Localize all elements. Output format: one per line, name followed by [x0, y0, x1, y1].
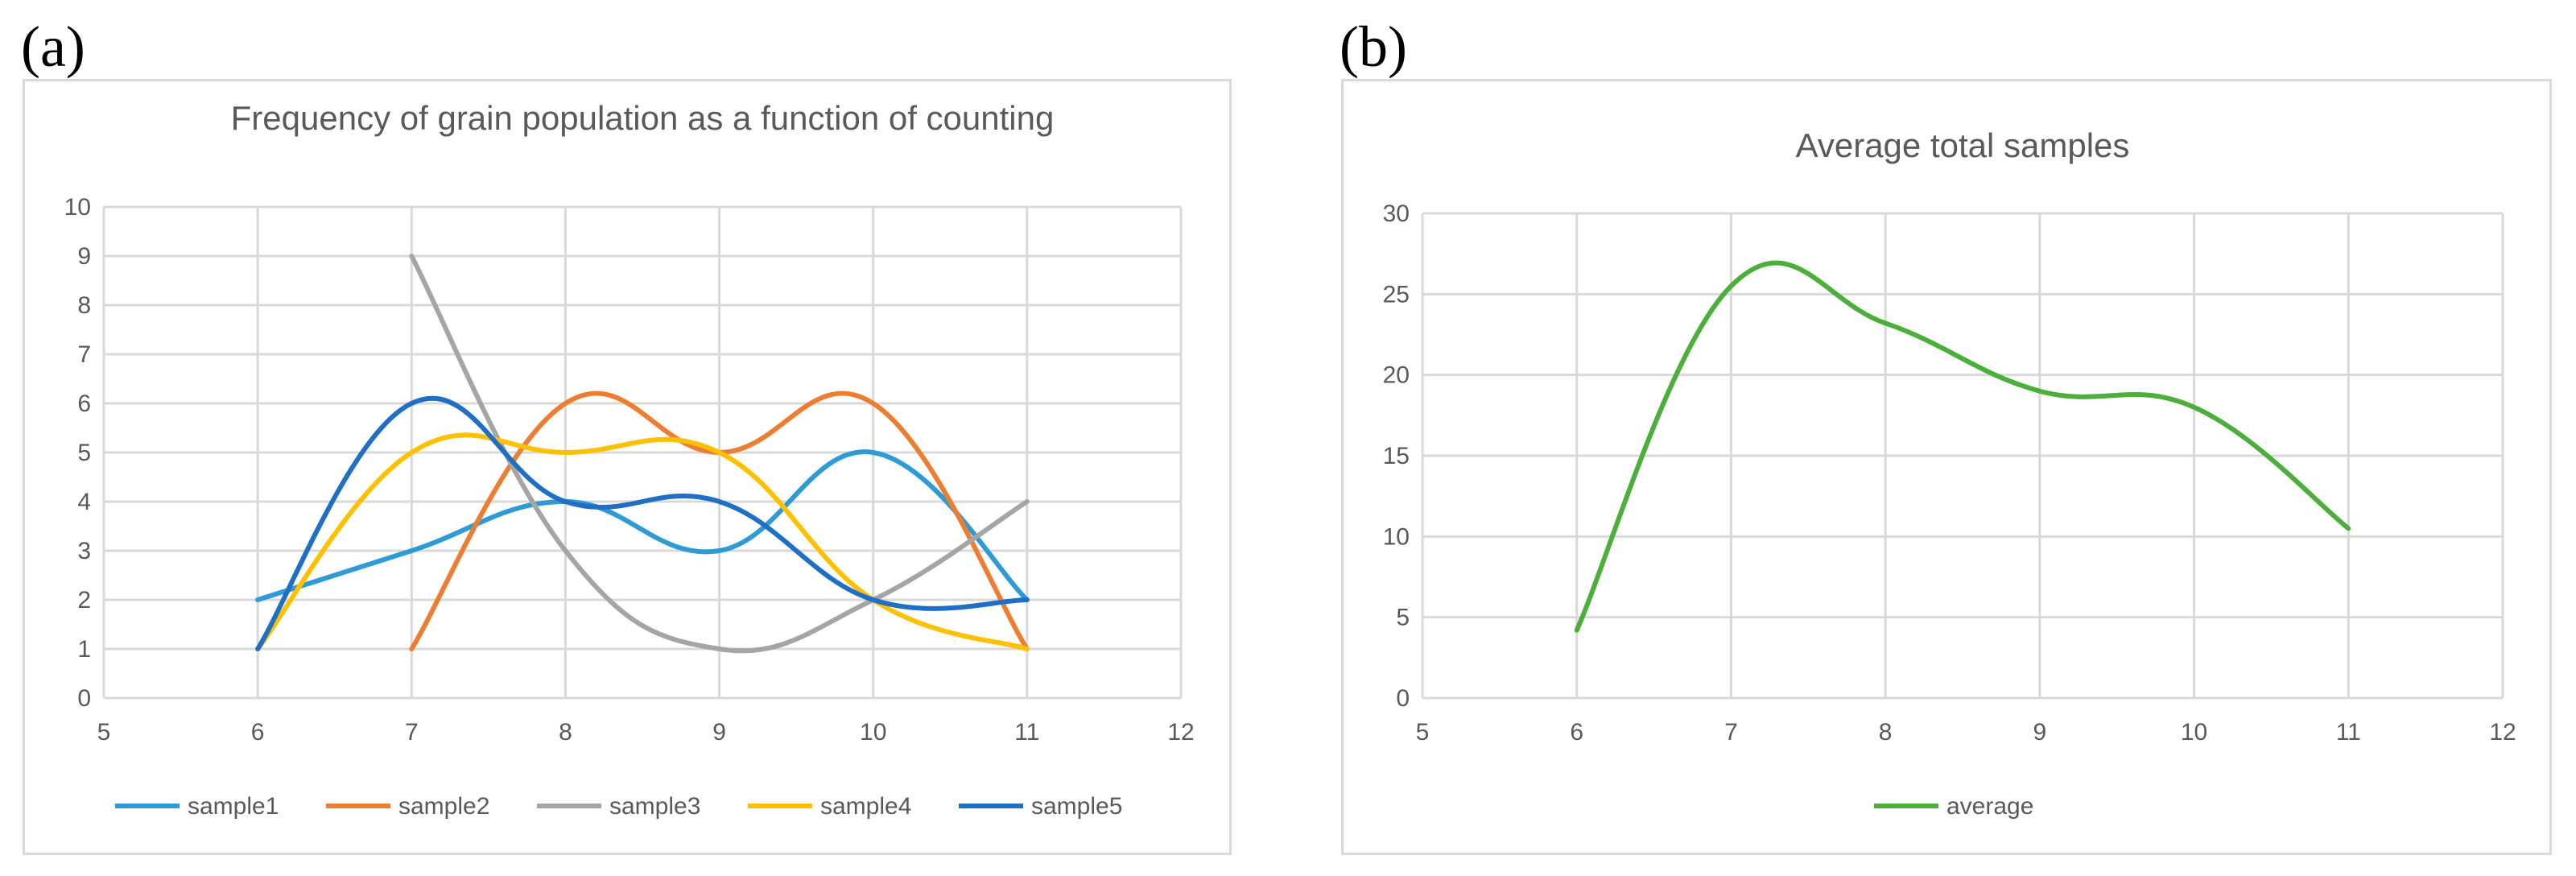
y-tick-label: 10 — [64, 194, 91, 221]
chart-average-total-samples: Average total samples 0 5 10 15 20 25 30 5 6 7 8 9 10… — [1341, 79, 2552, 855]
y-tick-label: 2 — [77, 587, 91, 614]
x-tick-label: 6 — [1570, 719, 1583, 746]
y-tick-label: 8 — [77, 292, 91, 319]
y-tick-label: 4 — [77, 489, 91, 515]
y-tick-label: 30 — [1383, 200, 1410, 227]
panel-label-a: (a) — [21, 14, 85, 79]
y-tick-label: 10 — [1383, 523, 1410, 550]
y-tick-label: 15 — [1383, 443, 1410, 469]
x-tick-label: 12 — [1167, 719, 1194, 746]
legend-label-sample3: sample3 — [609, 793, 700, 820]
x-tick-label: 10 — [2181, 719, 2207, 746]
x-tick-label: 6 — [251, 719, 265, 746]
series-line-sample1 — [255, 449, 1030, 602]
series-line-sample3 — [409, 254, 1030, 654]
x-tick-label: 10 — [860, 719, 886, 746]
series-line-sample5 — [255, 395, 1030, 651]
legend-label-sample2: sample2 — [398, 793, 489, 820]
y-tick-label: 6 — [77, 390, 91, 417]
y-tick-label: 0 — [77, 685, 91, 712]
series-line-average — [1574, 260, 2351, 633]
legend-label-sample5: sample5 — [1031, 793, 1122, 820]
y-tick-label: 25 — [1383, 281, 1410, 308]
y-tick-label: 9 — [77, 243, 91, 270]
x-tick-label: 9 — [712, 719, 726, 746]
y-tick-label: 20 — [1383, 362, 1410, 389]
y-tick-label: 3 — [77, 538, 91, 564]
x-tick-label: 11 — [1014, 719, 1039, 746]
chart-a-svg: Frequency of grain population as a funct… — [64, 99, 1195, 820]
y-tick-label: 0 — [1396, 685, 1410, 712]
x-tick-label: 7 — [1724, 719, 1738, 746]
chart-title: Frequency of grain population as a funct… — [231, 99, 1055, 137]
x-tick-label: 12 — [2489, 719, 2516, 746]
legend-label-sample1: sample1 — [188, 793, 279, 820]
x-tick-label: 8 — [1879, 719, 1893, 746]
legend-label-sample4: sample4 — [820, 793, 911, 820]
y-tick-label: 5 — [77, 440, 91, 466]
x-tick-label: 9 — [2033, 719, 2047, 746]
y-tick-label: 7 — [77, 341, 91, 368]
x-tick-label: 8 — [559, 719, 572, 746]
chart-title: Average total samples — [1796, 126, 2130, 164]
panel-label-b: (b) — [1340, 14, 1407, 79]
x-tick-label: 11 — [2336, 719, 2361, 746]
x-tick-label: 5 — [1416, 719, 1430, 746]
x-tick-label: 5 — [97, 719, 111, 746]
chart-frequency-grain-population: Frequency of grain population as a funct… — [23, 79, 1232, 855]
series-line-sample4 — [255, 432, 1030, 651]
legend-label-average: average — [1946, 793, 2033, 820]
y-tick-label: 5 — [1396, 605, 1410, 631]
y-tick-label: 1 — [77, 636, 91, 663]
x-tick-label: 7 — [405, 719, 419, 746]
